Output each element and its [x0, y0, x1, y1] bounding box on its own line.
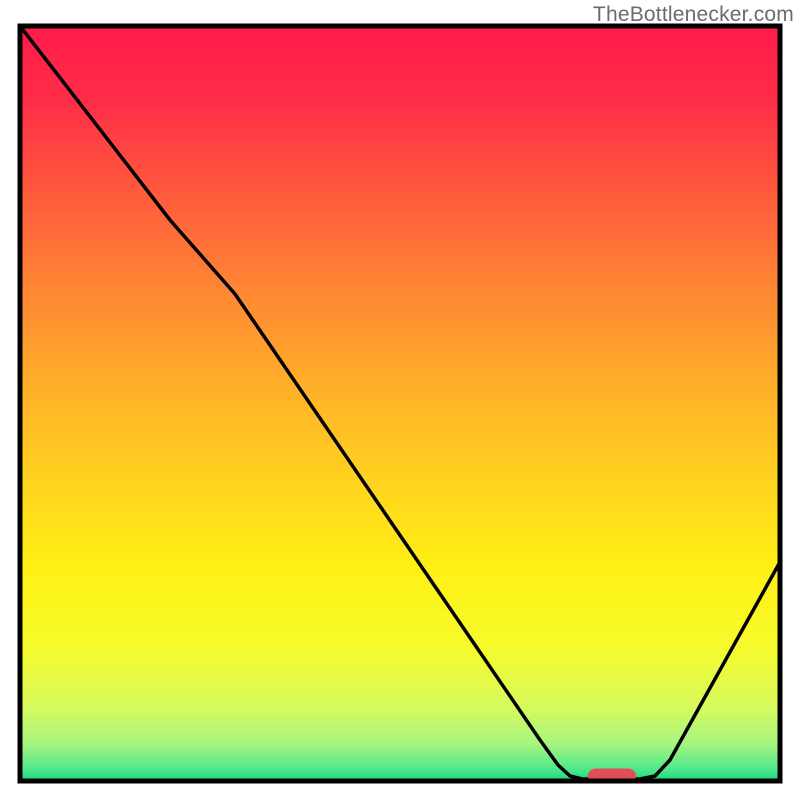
bottleneck-chart	[0, 0, 800, 800]
gradient-background	[20, 26, 780, 781]
watermark-text: TheBottlenecker.com	[593, 3, 794, 27]
